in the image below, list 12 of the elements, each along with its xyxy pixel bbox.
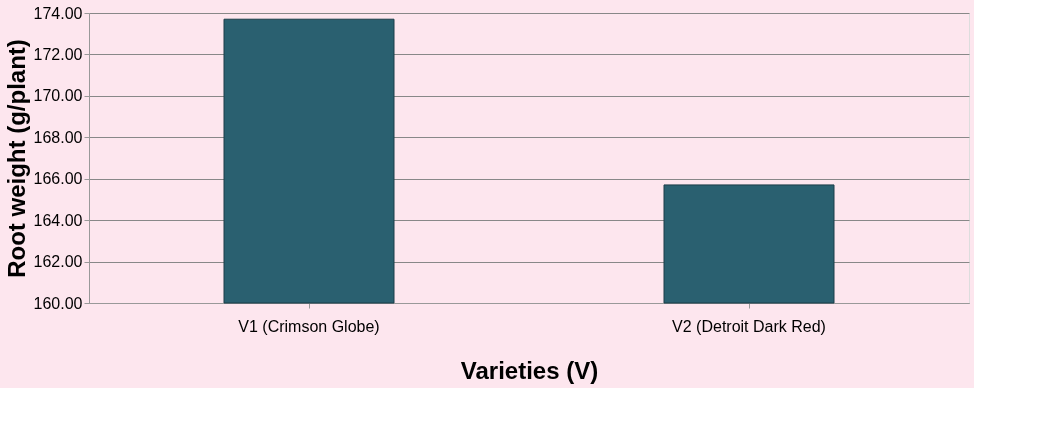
x-axis-title: Varieties (V) (460, 356, 599, 384)
y-tick-label: 166.00 (33, 170, 83, 188)
x-tick-label: V1 (Crimson Globe) (238, 317, 380, 335)
y-tick-label: 160.00 (33, 294, 83, 312)
y-axis-title: Root weight (g/plant) (2, 39, 30, 278)
y-tick-label: 170.00 (33, 87, 83, 105)
y-tick-label: 168.00 (33, 128, 83, 146)
y-tick-label: 164.00 (33, 211, 83, 229)
y-tick-label: 174.00 (33, 4, 83, 22)
y-tick-label: 172.00 (33, 45, 83, 63)
x-tick-label: V2 (Detroit Dark Red) (672, 317, 826, 335)
y-tick-label: 162.00 (33, 253, 83, 271)
